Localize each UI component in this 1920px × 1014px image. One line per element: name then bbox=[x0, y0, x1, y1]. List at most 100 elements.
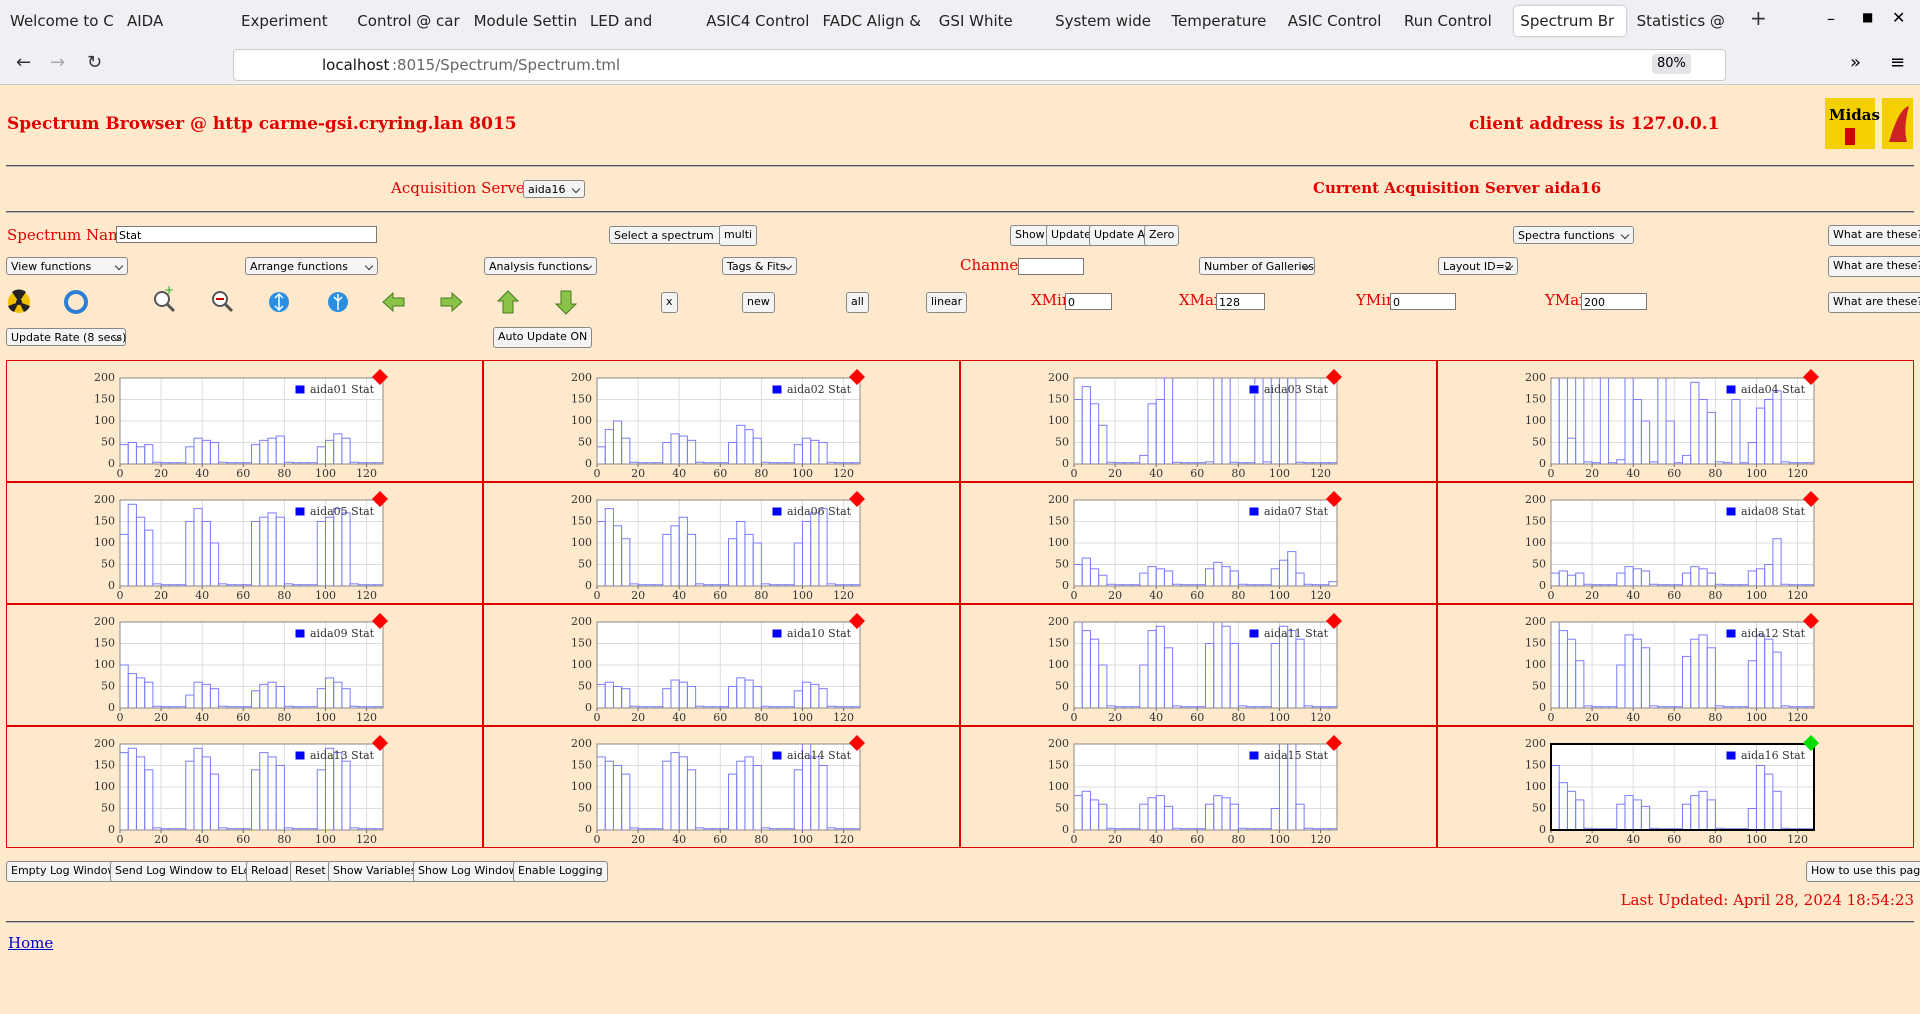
update-button[interactable]: Update bbox=[1046, 225, 1096, 246]
gallery-cell[interactable]: 0 50 100 150 200 0 20 40 60 80 100 120 aida04 Stat bbox=[1437, 360, 1914, 482]
status-indicator[interactable] bbox=[372, 369, 388, 385]
status-indicator[interactable] bbox=[1326, 613, 1342, 629]
footer-button[interactable]: Enable Logging bbox=[513, 861, 608, 882]
tab[interactable]: Control @ car bbox=[357, 12, 460, 30]
forward[interactable]: → bbox=[50, 52, 66, 73]
gallery-cell[interactable]: 0 50 100 150 200 0 20 40 60 80 100 120 aida01 Stat bbox=[6, 360, 483, 482]
status-indicator[interactable] bbox=[849, 369, 865, 385]
help-button[interactable]: What are these? bbox=[1828, 292, 1920, 313]
show-button[interactable]: Show bbox=[1010, 225, 1050, 246]
more-tools[interactable]: » bbox=[1850, 52, 1862, 73]
minimize[interactable]: – bbox=[1827, 9, 1835, 28]
how-to-button[interactable]: How to use this page bbox=[1806, 861, 1920, 882]
number-of-galleries[interactable]: Number of Galleries bbox=[1199, 257, 1315, 275]
footer-button[interactable]: Reload bbox=[246, 861, 294, 882]
auto-update-button[interactable]: Auto Update ON bbox=[493, 327, 593, 348]
gallery-cell[interactable]: 0 50 100 150 200 0 20 40 60 80 100 120 aida14 Stat bbox=[483, 726, 960, 848]
gallery-cell[interactable]: 0 50 100 150 200 0 20 40 60 80 100 120 aida06 Stat bbox=[483, 482, 960, 604]
gallery-cell[interactable]: 0 50 100 150 200 0 20 40 60 80 100 120 aida03 Stat bbox=[960, 360, 1437, 482]
gallery-cell[interactable]: 0 50 100 150 200 0 20 40 60 80 100 120 aida05 Stat bbox=[6, 482, 483, 604]
status-indicator[interactable] bbox=[1803, 491, 1819, 507]
gallery-cell[interactable]: 0 50 100 150 200 0 20 40 60 80 100 120 aida11 Stat bbox=[960, 604, 1437, 726]
status-indicator[interactable] bbox=[1326, 491, 1342, 507]
footer-button[interactable]: Show Log Window bbox=[413, 861, 523, 882]
status-indicator[interactable] bbox=[1803, 369, 1819, 385]
tab[interactable]: GSI White Rab bbox=[938, 12, 1013, 30]
status-indicator[interactable] bbox=[1326, 735, 1342, 751]
down-arrow-icon[interactable] bbox=[554, 290, 578, 315]
footer-button[interactable]: Empty Log Window bbox=[6, 861, 122, 882]
ymax-input[interactable]: 200 bbox=[1581, 293, 1647, 310]
tab[interactable]: ASIC Control @ bbox=[1287, 12, 1382, 30]
tab[interactable]: Temperature a bbox=[1171, 12, 1267, 30]
x-button[interactable]: x bbox=[661, 292, 678, 313]
ymin-input[interactable]: 0 bbox=[1390, 293, 1456, 310]
tab[interactable]: LED and Wave bbox=[589, 12, 653, 30]
status-indicator[interactable] bbox=[372, 491, 388, 507]
xmax-input[interactable]: 128 bbox=[1216, 293, 1265, 310]
tab[interactable]: Spectrum Br bbox=[1514, 6, 1627, 36]
left-arrow-icon[interactable] bbox=[382, 291, 405, 313]
menu[interactable]: ≡ bbox=[1890, 52, 1906, 73]
spectra-functions[interactable]: Spectra functions bbox=[1513, 226, 1634, 244]
update-all-button[interactable]: Update All bbox=[1089, 225, 1156, 246]
shrink-y-icon[interactable] bbox=[279, 286, 348, 312]
zoom[interactable]: 80% bbox=[1652, 54, 1691, 74]
footer-button[interactable]: Send Log Window to ELog bbox=[110, 861, 263, 882]
tab[interactable]: System wide C bbox=[1055, 12, 1151, 30]
gallery-cell[interactable]: 0 50 100 150 200 0 20 40 60 80 100 120 aida13 Stat bbox=[6, 726, 483, 848]
zoom-in-icon[interactable]: + bbox=[154, 286, 176, 313]
gallery-cell[interactable]: 0 50 100 150 200 0 20 40 60 80 100 120 aida12 Stat bbox=[1437, 604, 1914, 726]
spectrum-name-input[interactable]: Stat bbox=[116, 226, 377, 243]
status-indicator[interactable] bbox=[372, 735, 388, 751]
right-arrow-icon[interactable] bbox=[440, 291, 463, 313]
new-button[interactable]: new bbox=[742, 292, 775, 313]
footer-button[interactable]: Show Variables bbox=[328, 861, 422, 882]
tags-fits[interactable]: Tags & Fits bbox=[722, 257, 797, 275]
expand-y-icon[interactable] bbox=[269, 292, 289, 312]
tab[interactable]: Experiment Co bbox=[241, 12, 328, 30]
gallery-cell[interactable]: 0 50 100 150 200 0 20 40 60 80 100 120 aida16 Stat bbox=[1437, 726, 1914, 848]
channel-input[interactable] bbox=[1018, 258, 1084, 275]
gallery-cell[interactable]: 0 50 100 150 200 0 20 40 60 80 100 120 aida15 Stat bbox=[960, 726, 1437, 848]
status-indicator[interactable] bbox=[372, 613, 388, 629]
all-button[interactable]: all bbox=[846, 292, 869, 313]
status-indicator[interactable] bbox=[849, 613, 865, 629]
tab[interactable]: Welcome to C bbox=[10, 12, 114, 30]
tab[interactable]: AIDA bbox=[127, 12, 164, 30]
xmin-input[interactable]: 0 bbox=[1065, 293, 1112, 310]
server-select[interactable]: aida16 bbox=[523, 180, 585, 198]
footer-button[interactable]: Reset bbox=[290, 861, 331, 882]
layout-select[interactable]: Layout ID=2 bbox=[1438, 257, 1518, 275]
status-indicator[interactable] bbox=[849, 735, 865, 751]
close-window[interactable]: ✕ bbox=[1892, 8, 1906, 27]
new-tab[interactable]: + bbox=[1750, 6, 1767, 30]
select-spectrum[interactable]: Select a spectrum bbox=[609, 226, 733, 244]
status-indicator[interactable] bbox=[1326, 369, 1342, 385]
tab[interactable]: Module Settin bbox=[473, 12, 578, 30]
help-button[interactable]: What are these? bbox=[1828, 225, 1920, 246]
help-button[interactable]: What are these? bbox=[1828, 256, 1920, 277]
tab[interactable]: Run Control @ bbox=[1404, 12, 1492, 30]
gallery-cell[interactable]: 0 50 100 150 200 0 20 40 60 80 100 120 aida09 Stat bbox=[6, 604, 483, 726]
arrange-functions[interactable]: Arrange functions bbox=[245, 257, 378, 275]
tab[interactable]: FADC Align & ( bbox=[822, 12, 921, 30]
gallery-cell[interactable]: 0 50 100 150 200 0 20 40 60 80 100 120 aida07 Stat bbox=[960, 482, 1437, 604]
status-indicator[interactable] bbox=[1803, 613, 1819, 629]
multi-button[interactable]: multi bbox=[719, 225, 758, 246]
back[interactable]: ← bbox=[16, 52, 32, 73]
gallery-cell[interactable]: 0 50 100 150 200 0 20 40 60 80 100 120 aida10 Stat bbox=[483, 604, 960, 726]
reload[interactable]: ↻ bbox=[87, 52, 103, 73]
gallery-cell[interactable]: 0 50 100 150 200 0 20 40 60 80 100 120 aida08 Stat bbox=[1437, 482, 1914, 604]
radiation-icon[interactable] bbox=[8, 289, 30, 313]
zero-button[interactable]: Zero bbox=[1144, 225, 1180, 246]
status-indicator[interactable] bbox=[1803, 735, 1819, 751]
gallery-cell[interactable]: 0 50 100 150 200 0 20 40 60 80 100 120 aida02 Stat bbox=[483, 360, 960, 482]
home-link[interactable]: Home bbox=[8, 934, 54, 952]
analysis-functions[interactable]: Analysis functions bbox=[484, 257, 597, 275]
tab[interactable]: Statistics @ ca bbox=[1636, 12, 1725, 30]
update-rate[interactable]: Update Rate (8 secs) bbox=[6, 328, 126, 346]
maximize[interactable]: ■ bbox=[1862, 10, 1874, 24]
zoom-out-icon[interactable] bbox=[212, 291, 234, 313]
status-indicator[interactable] bbox=[849, 491, 865, 507]
